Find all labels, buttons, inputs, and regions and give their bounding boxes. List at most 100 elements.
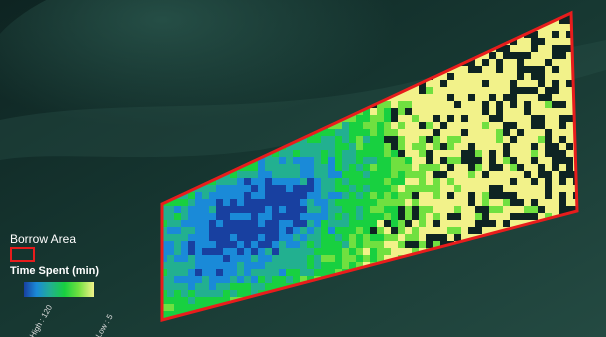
heat-cell bbox=[524, 185, 531, 192]
heat-cell bbox=[531, 59, 538, 66]
heat-cell bbox=[545, 164, 552, 171]
heat-cell bbox=[426, 129, 433, 136]
heat-cell bbox=[349, 171, 356, 178]
heat-cell bbox=[230, 283, 237, 290]
heat-cell bbox=[426, 87, 433, 94]
heat-cell bbox=[265, 192, 272, 199]
heat-cell bbox=[552, 129, 559, 136]
heat-cell bbox=[223, 199, 230, 206]
heat-cell bbox=[405, 101, 412, 108]
heat-cell bbox=[237, 276, 244, 283]
heat-cell bbox=[538, 87, 545, 94]
heat-cell bbox=[272, 199, 279, 206]
heat-cell bbox=[202, 192, 209, 199]
heat-cell bbox=[468, 73, 475, 80]
heat-cell bbox=[391, 122, 398, 129]
heat-cell bbox=[538, 178, 545, 185]
heat-cell bbox=[377, 115, 384, 122]
heat-cell bbox=[279, 164, 286, 171]
heat-cell bbox=[524, 66, 531, 73]
heat-cell bbox=[566, 129, 573, 136]
heat-cell bbox=[489, 164, 496, 171]
heat-cell bbox=[503, 101, 510, 108]
heat-cell bbox=[447, 206, 454, 213]
heat-cell bbox=[482, 87, 489, 94]
heat-cell bbox=[272, 227, 279, 234]
heat-cell bbox=[440, 150, 447, 157]
heat-cell bbox=[272, 262, 279, 269]
heat-cell bbox=[559, 101, 566, 108]
heat-cell bbox=[489, 115, 496, 122]
heat-cell bbox=[482, 227, 489, 234]
heat-cell bbox=[517, 38, 524, 45]
heat-cell bbox=[272, 241, 279, 248]
heat-cell bbox=[559, 115, 566, 122]
heat-cell bbox=[209, 290, 216, 297]
heat-cell bbox=[335, 241, 342, 248]
heat-cell bbox=[335, 199, 342, 206]
heat-cell bbox=[279, 255, 286, 262]
heat-cell bbox=[433, 122, 440, 129]
heat-cell bbox=[370, 255, 377, 262]
heat-cell bbox=[419, 87, 426, 94]
heat-cell bbox=[286, 171, 293, 178]
heat-cell bbox=[377, 206, 384, 213]
heat-cell bbox=[510, 157, 517, 164]
heat-cell bbox=[545, 45, 552, 52]
heat-cell bbox=[321, 269, 328, 276]
heat-cell bbox=[223, 290, 230, 297]
heat-cell bbox=[482, 80, 489, 87]
heat-cell bbox=[419, 136, 426, 143]
heat-cell bbox=[286, 234, 293, 241]
heat-cell bbox=[475, 80, 482, 87]
heat-cell bbox=[510, 192, 517, 199]
heat-cell bbox=[412, 192, 419, 199]
heat-cell bbox=[405, 185, 412, 192]
heat-cell bbox=[503, 164, 510, 171]
heat-cell bbox=[566, 59, 573, 66]
heat-cell bbox=[307, 255, 314, 262]
heat-cell bbox=[405, 199, 412, 206]
heat-cell bbox=[412, 241, 419, 248]
heat-cell bbox=[433, 234, 440, 241]
heat-cell bbox=[279, 276, 286, 283]
heat-cell bbox=[461, 171, 468, 178]
heat-cell bbox=[461, 178, 468, 185]
heat-cell bbox=[412, 220, 419, 227]
heat-cell bbox=[566, 171, 573, 178]
heat-cell bbox=[307, 199, 314, 206]
heat-cell bbox=[489, 108, 496, 115]
heat-cell bbox=[573, 199, 577, 206]
heat-cell bbox=[531, 171, 538, 178]
heat-cell bbox=[237, 269, 244, 276]
heat-cell bbox=[496, 45, 503, 52]
heat-cell bbox=[342, 262, 349, 269]
heat-cell bbox=[202, 206, 209, 213]
heat-cell bbox=[545, 199, 552, 206]
heat-cell bbox=[370, 248, 377, 255]
heat-cell bbox=[524, 73, 531, 80]
heat-cell bbox=[230, 276, 237, 283]
heat-cell bbox=[314, 150, 321, 157]
heat-cell bbox=[538, 150, 545, 157]
heat-cell bbox=[517, 52, 524, 59]
heat-cell bbox=[363, 199, 370, 206]
heat-cell bbox=[370, 157, 377, 164]
heat-cell bbox=[419, 199, 426, 206]
heat-cell bbox=[258, 276, 265, 283]
heat-cell bbox=[482, 66, 489, 73]
heat-cell bbox=[349, 213, 356, 220]
heat-cell bbox=[251, 290, 258, 297]
heat-cell bbox=[307, 178, 314, 185]
heat-cell bbox=[426, 227, 433, 234]
heat-cell bbox=[258, 234, 265, 241]
heat-cell bbox=[482, 171, 489, 178]
heat-cell bbox=[391, 248, 398, 255]
heat-cell bbox=[545, 122, 552, 129]
heat-cell bbox=[412, 185, 419, 192]
heat-cell bbox=[202, 297, 209, 304]
heat-cell bbox=[342, 199, 349, 206]
heat-cell bbox=[328, 262, 335, 269]
heat-cell bbox=[162, 255, 167, 262]
